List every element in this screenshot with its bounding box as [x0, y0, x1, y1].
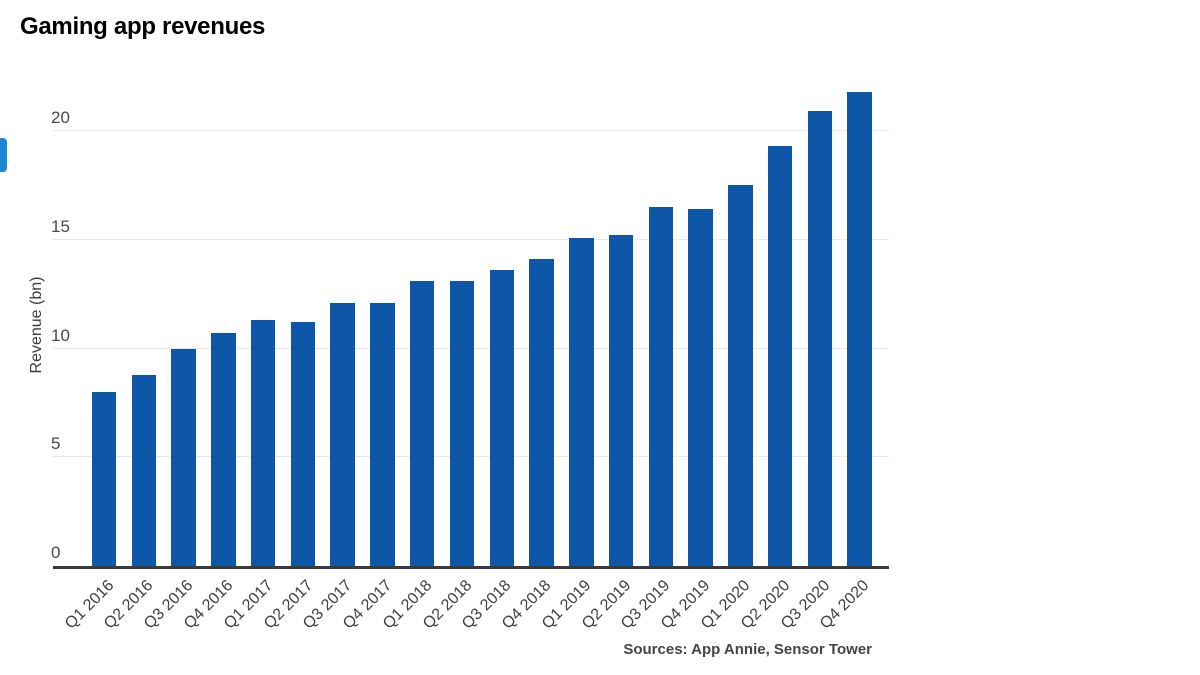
x-axis-line	[53, 566, 889, 569]
bar-q3-2019	[648, 207, 674, 566]
y-tick-label-20: 20	[51, 108, 70, 127]
bar-q4-2019	[688, 209, 713, 566]
y-tick-label-15: 15	[51, 216, 70, 236]
bar-q2-2020	[767, 146, 793, 566]
y-tick-label-0: 0	[51, 543, 61, 562]
bar-q2-2019	[608, 235, 634, 566]
y-axis-label: Revenue (bn)	[28, 276, 45, 374]
bar-q1-2020	[728, 185, 753, 566]
bar-q4-2016	[211, 333, 236, 566]
plot-area: 0 5 10 15 20 Q1 2016 Q2 2016 Q3 2016 Q4 2016 Q1 2…	[51, 78, 889, 632]
bar-q4-2017	[370, 302, 395, 566]
bar-q3-2020	[807, 111, 833, 566]
gridline-y-15	[53, 238, 889, 240]
bar-q1-2018	[409, 281, 435, 566]
source-text: Sources: App Annie, Sensor Tower	[623, 641, 872, 658]
y-tick-label-10: 10	[51, 325, 70, 345]
bar-q3-2016	[171, 348, 196, 566]
bar-q3-2018	[489, 270, 514, 566]
bar-q1-2019	[569, 237, 594, 566]
bar-q2-2016	[131, 374, 157, 566]
bar-q2-2017	[290, 322, 316, 566]
gridline-y-20	[53, 130, 889, 131]
bar-q1-2016	[91, 392, 117, 566]
bar-q1-2017	[250, 320, 276, 566]
bar-q4-2020	[847, 91, 872, 566]
bar-q3-2017	[330, 302, 355, 566]
chart-title: Gaming app revenues	[20, 13, 266, 40]
y-tick-label-5: 5	[51, 434, 61, 454]
left-edge-tab	[0, 138, 7, 172]
bar-q2-2018	[449, 281, 475, 566]
bar-q4-2018	[529, 259, 554, 566]
